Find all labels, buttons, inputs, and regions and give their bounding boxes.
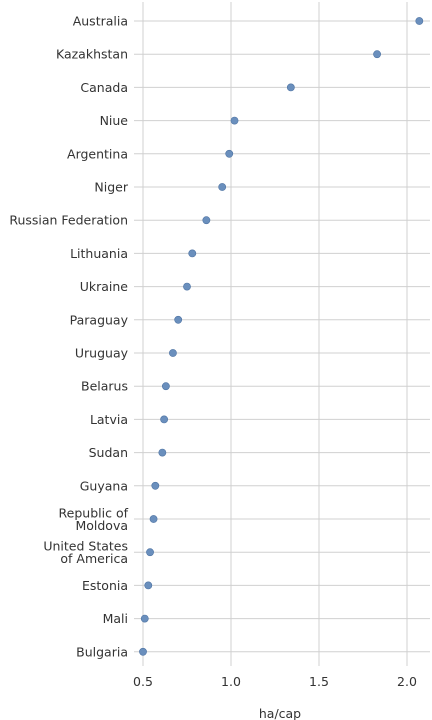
category-label-line: Lithuania: [70, 246, 128, 261]
data-points: [139, 17, 424, 656]
category-label: Niger: [94, 180, 128, 195]
category-label: Sudan: [89, 445, 128, 460]
x-tick-label: 1.0: [221, 674, 241, 689]
data-point: [183, 282, 191, 291]
category-label-line: Mali: [103, 611, 128, 626]
category-label: Mali: [103, 611, 128, 626]
category-label-line: Republic of: [59, 505, 129, 520]
x-axis-tick-labels: 0.5 1.0 1.5 2.0: [133, 674, 417, 689]
category-label: Ukraine: [80, 279, 129, 294]
category-label: Latvia: [90, 412, 128, 427]
x-tick-label: 2.0: [397, 674, 417, 689]
category-label-line: Estonia: [82, 578, 128, 593]
category-label-line: Canada: [80, 80, 128, 95]
data-point: [160, 415, 169, 424]
category-label: Guyana: [80, 478, 128, 493]
x-tick-label: 1.5: [309, 674, 329, 689]
category-label-line: Latvia: [90, 412, 128, 427]
category-labels: Australia Kazakhstan Canada Niue Argentina Ni…: [9, 14, 129, 660]
category-label-line: Uruguay: [75, 346, 129, 361]
data-point: [158, 448, 167, 457]
category-label: Uruguay: [75, 346, 129, 361]
category-label-line: Niue: [100, 113, 129, 128]
category-label-line: United States: [43, 538, 128, 553]
category-label-line: Belarus: [81, 379, 128, 394]
category-label: Kazakhstan: [56, 47, 128, 62]
category-label: Republic of Moldova: [59, 505, 129, 533]
data-point: [202, 216, 211, 225]
data-point: [140, 614, 149, 623]
category-label: Lithuania: [70, 246, 128, 261]
data-point: [144, 581, 153, 590]
category-label: Belarus: [81, 379, 128, 394]
category-label-line: Paraguay: [70, 312, 129, 327]
data-point: [286, 83, 295, 92]
x-tick-label: 0.5: [133, 674, 153, 689]
category-label-line: Bulgaria: [76, 644, 128, 659]
category-label-line: Argentina: [67, 146, 128, 161]
data-point: [188, 249, 197, 258]
data-point: [139, 647, 147, 656]
category-label-line: Sudan: [89, 445, 128, 460]
x-axis-title: ha/cap: [259, 706, 301, 720]
data-point: [151, 481, 160, 490]
category-label-line: Moldova: [75, 518, 128, 533]
category-label: Russian Federation: [9, 213, 128, 228]
data-point: [225, 149, 234, 158]
data-point: [415, 17, 424, 25]
category-label: Niue: [100, 113, 129, 128]
data-point: [161, 382, 170, 391]
data-point: [373, 50, 381, 59]
category-label-line: Australia: [73, 14, 128, 29]
category-label-line: Russian Federation: [9, 213, 128, 228]
horizontal-gridlines: [134, 20, 430, 653]
data-point: [149, 515, 158, 523]
category-label-line: Kazakhstan: [56, 47, 128, 62]
category-label: Estonia: [82, 578, 128, 593]
data-point: [169, 349, 177, 357]
data-point: [174, 315, 183, 324]
category-label: Argentina: [67, 146, 128, 161]
category-label: Australia: [73, 14, 128, 29]
vertical-gridlines: [142, 2, 408, 666]
category-label: Bulgaria: [76, 644, 128, 659]
category-label-line: Guyana: [80, 478, 128, 493]
category-label: Canada: [80, 80, 128, 95]
category-label-line: Ukraine: [80, 279, 129, 294]
category-label: United States of America: [43, 538, 128, 566]
data-point: [230, 116, 239, 125]
category-label: Paraguay: [70, 312, 129, 327]
data-point: [218, 183, 227, 191]
category-label-line: of America: [60, 551, 128, 566]
category-label-line: Niger: [94, 180, 128, 195]
data-point: [146, 548, 154, 557]
